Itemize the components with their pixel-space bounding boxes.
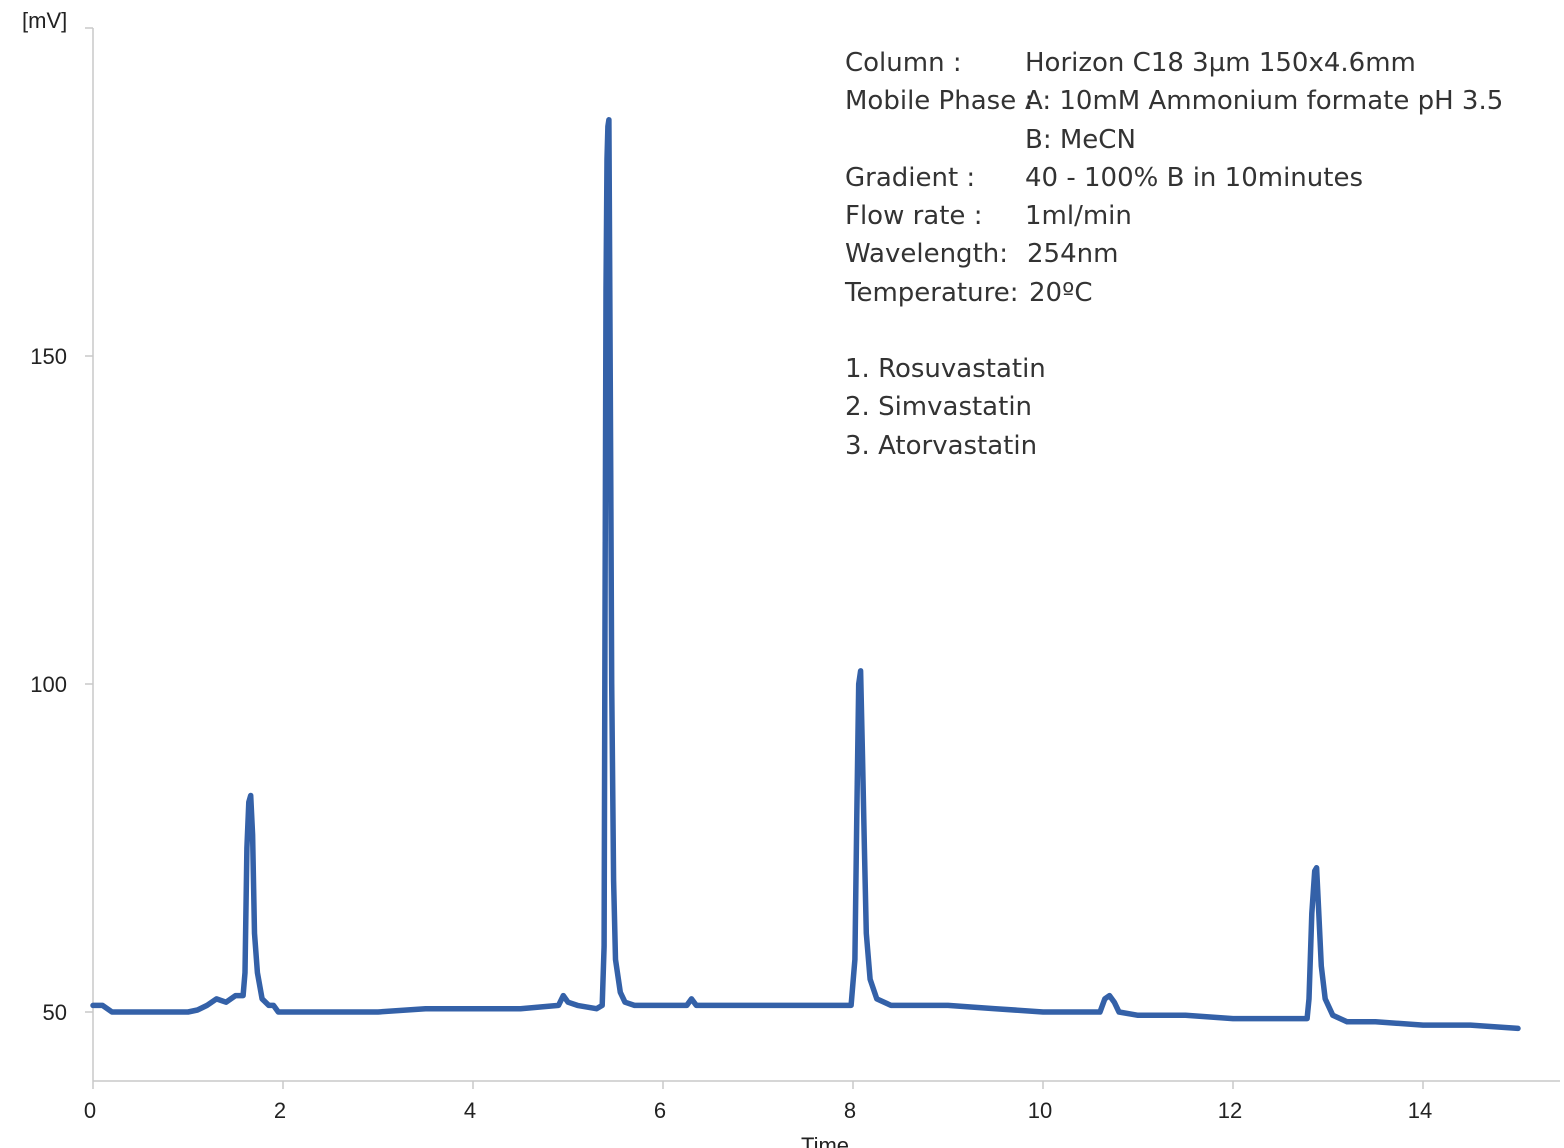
x-tick-label: 6 [654, 1098, 666, 1123]
y-tick-label: 50 [43, 1000, 67, 1025]
peak-label-3: 3. Atorvastatin [845, 431, 1037, 461]
anno-label-wavelength: Wavelength: [845, 239, 1008, 269]
anno-value-gradient: 40 - 100% B in 10minutes [1025, 163, 1363, 193]
x-tick-label: 10 [1028, 1098, 1052, 1123]
x-tick-label: 8 [844, 1098, 856, 1123]
anno-label-mobile-phase: Mobile Phase : [845, 86, 1033, 116]
anno-label-gradient: Gradient : [845, 163, 975, 193]
anno-value-column: Horizon C18 3µm 150x4.6mm [1025, 48, 1416, 78]
anno-value-temperature: 20ºC [1029, 278, 1093, 308]
anno-value-mobile-phase-a: A: 10mM Ammonium formate pH 3.5 [1025, 86, 1503, 116]
anno-label-temperature: Temperature: [844, 278, 1018, 308]
x-axis-title: Time [801, 1133, 849, 1148]
chromatogram-trace [90, 117, 1521, 1032]
peak-label-1: 1. Rosuvastatin [845, 354, 1046, 384]
anno-label-column: Column : [845, 48, 962, 78]
x-tick-label: 14 [1408, 1098, 1432, 1123]
y-axis-title: [mV] [22, 8, 67, 33]
anno-value-mobile-phase-b: B: MeCN [1025, 125, 1136, 155]
anno-label-flow-rate: Flow rate : [845, 201, 982, 231]
method-annotation: Column : Horizon C18 3µm 150x4.6mm Mobil… [844, 48, 1503, 461]
anno-value-flow-rate: 1ml/min [1025, 201, 1132, 231]
x-tick-label: 4 [464, 1098, 476, 1123]
anno-value-wavelength: 254nm [1027, 239, 1118, 269]
axes [92, 28, 1560, 1082]
x-tick-label: 0 [84, 1098, 96, 1123]
ticks: 50 100 150 0 2 4 6 8 10 12 14 [30, 27, 1432, 1123]
x-tick-label: 12 [1218, 1098, 1242, 1123]
y-tick-label: 100 [30, 672, 67, 697]
x-tick-label: 2 [274, 1098, 286, 1123]
peak-label-2: 2. Simvastatin [845, 392, 1032, 422]
y-tick-label: 150 [30, 344, 67, 369]
series-layer [90, 117, 1521, 1032]
